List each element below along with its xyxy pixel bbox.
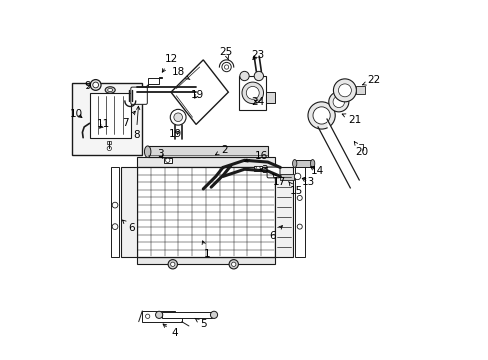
Text: 3: 3 <box>259 165 267 175</box>
Circle shape <box>224 65 228 69</box>
Circle shape <box>112 224 118 229</box>
Circle shape <box>222 62 231 72</box>
Text: 19: 19 <box>169 129 182 139</box>
Polygon shape <box>265 92 274 103</box>
Circle shape <box>93 82 99 88</box>
Ellipse shape <box>107 88 112 91</box>
Circle shape <box>239 71 249 81</box>
Text: 10: 10 <box>70 109 83 119</box>
Polygon shape <box>356 86 364 94</box>
Circle shape <box>307 102 335 129</box>
Text: 12: 12 <box>162 54 177 72</box>
Circle shape <box>228 260 238 269</box>
Polygon shape <box>254 166 262 171</box>
Polygon shape <box>137 257 274 264</box>
Circle shape <box>297 224 302 229</box>
Text: 6: 6 <box>122 220 135 233</box>
Text: 21: 21 <box>342 114 361 125</box>
Text: 6: 6 <box>268 226 282 240</box>
Text: 13: 13 <box>301 177 314 187</box>
Text: 7: 7 <box>122 111 135 128</box>
Circle shape <box>168 260 177 269</box>
Polygon shape <box>144 77 162 87</box>
Text: 17: 17 <box>272 174 285 187</box>
Text: 4: 4 <box>163 324 178 338</box>
Text: 24: 24 <box>251 97 264 107</box>
Polygon shape <box>162 312 212 318</box>
Ellipse shape <box>144 146 151 157</box>
Circle shape <box>338 84 351 97</box>
Circle shape <box>254 71 263 81</box>
Text: 23: 23 <box>251 50 264 60</box>
Circle shape <box>145 314 149 319</box>
Circle shape <box>155 311 163 319</box>
Text: 18: 18 <box>171 67 189 80</box>
Circle shape <box>246 86 259 99</box>
Circle shape <box>332 96 344 108</box>
Circle shape <box>165 158 169 162</box>
Bar <box>72 83 142 155</box>
Circle shape <box>333 79 356 102</box>
Text: 19: 19 <box>190 90 203 100</box>
Polygon shape <box>137 167 274 257</box>
Polygon shape <box>89 93 131 138</box>
Polygon shape <box>137 157 274 167</box>
FancyBboxPatch shape <box>266 167 280 178</box>
Polygon shape <box>239 76 265 110</box>
Circle shape <box>170 262 175 266</box>
Text: 25: 25 <box>219 46 232 59</box>
Text: 15: 15 <box>288 181 303 197</box>
Polygon shape <box>294 159 312 167</box>
Circle shape <box>170 109 185 125</box>
Ellipse shape <box>310 159 314 167</box>
Text: 9: 9 <box>84 81 91 91</box>
Text: 2: 2 <box>215 144 227 155</box>
Text: 14: 14 <box>310 166 323 176</box>
Text: 11: 11 <box>97 120 110 129</box>
Polygon shape <box>280 174 293 180</box>
Circle shape <box>297 195 302 201</box>
Bar <box>107 140 111 144</box>
Text: 3: 3 <box>157 149 163 159</box>
FancyBboxPatch shape <box>131 87 147 104</box>
Polygon shape <box>294 167 304 257</box>
Polygon shape <box>121 167 137 257</box>
Circle shape <box>210 311 217 319</box>
Circle shape <box>112 202 118 208</box>
Circle shape <box>107 146 111 150</box>
Circle shape <box>174 113 182 122</box>
Circle shape <box>90 80 101 90</box>
Text: 16: 16 <box>244 150 268 162</box>
Ellipse shape <box>292 159 296 167</box>
Circle shape <box>255 166 260 171</box>
Text: 8: 8 <box>133 106 140 140</box>
Text: 22: 22 <box>362 75 380 85</box>
Ellipse shape <box>105 87 115 93</box>
Polygon shape <box>171 60 228 125</box>
Text: 5: 5 <box>195 318 206 329</box>
Circle shape <box>242 82 263 104</box>
Polygon shape <box>142 311 182 321</box>
Circle shape <box>328 92 348 112</box>
Polygon shape <box>110 167 119 257</box>
Circle shape <box>294 173 300 180</box>
Text: 1: 1 <box>202 241 210 258</box>
Circle shape <box>231 262 235 266</box>
Polygon shape <box>274 167 292 257</box>
Polygon shape <box>147 146 267 157</box>
Circle shape <box>312 107 329 124</box>
Polygon shape <box>163 158 171 163</box>
Text: 20: 20 <box>353 141 368 157</box>
